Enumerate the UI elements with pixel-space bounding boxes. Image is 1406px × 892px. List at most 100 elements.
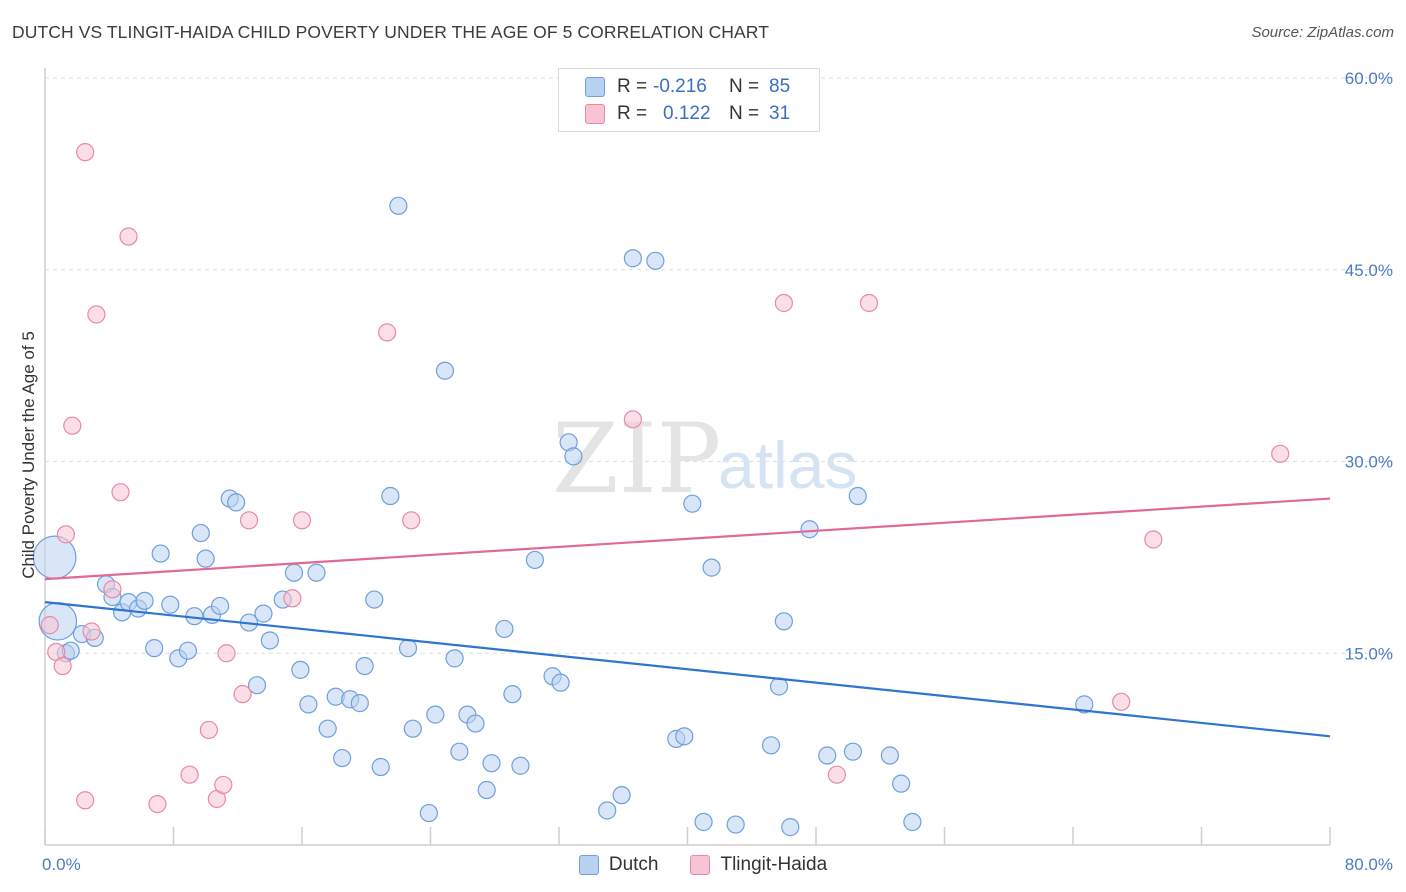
legend-n-value: 31 <box>769 103 791 124</box>
dutch-point <box>683 494 702 513</box>
legend-row-dutch: R = -0.216 N = 85 <box>585 75 790 99</box>
dutch-point <box>365 590 384 609</box>
x-tick-labels: 0.0% 80.0% <box>42 855 1393 874</box>
dutch-point <box>525 550 545 570</box>
y-tick-label: 45.0% <box>1345 261 1393 280</box>
tlingit-point <box>239 511 259 530</box>
tlingit-point <box>119 227 138 246</box>
dutch-point <box>254 604 273 623</box>
tlingit-point <box>87 305 106 324</box>
dutch-point <box>307 563 326 582</box>
tlingit-point <box>56 525 75 544</box>
tlingit-point <box>148 794 167 814</box>
tlingit-point <box>214 775 233 795</box>
dutch-point <box>769 677 789 696</box>
axes <box>44 68 1331 846</box>
tlingit-swatch-icon <box>585 104 605 124</box>
dutch-point <box>880 746 899 765</box>
dutch-point <box>848 486 867 506</box>
dutch-point <box>381 486 400 506</box>
tlingit-point <box>774 293 793 313</box>
dutch-point <box>318 719 337 738</box>
legend-r-value: 0.122 <box>663 103 711 124</box>
dutch-point <box>511 756 530 775</box>
y-tick-label: 30.0% <box>1345 453 1393 472</box>
tlingit-point <box>40 616 59 635</box>
dutch-point <box>818 746 837 765</box>
dutch-point <box>646 251 665 270</box>
tlingit-point <box>82 622 101 641</box>
dutch-point <box>892 774 911 793</box>
dutch-point <box>260 631 279 650</box>
dutch-point <box>623 249 642 268</box>
dutch-swatch-icon <box>585 77 605 97</box>
series-legend: Dutch Tlingit-Haida <box>0 852 1406 878</box>
dutch-point <box>178 641 198 660</box>
dutch-point <box>333 748 352 768</box>
legend-n-value: 85 <box>769 76 791 97</box>
legend-n-label: N = <box>729 76 760 97</box>
dutch-point <box>371 757 390 777</box>
dutch-point <box>191 523 210 543</box>
legend-label-dutch: Dutch <box>608 854 659 875</box>
tlingit-point <box>623 410 642 429</box>
tlingit-point <box>283 589 302 608</box>
y-axis-label: Child Poverty Under the Age of 5 <box>19 331 38 579</box>
tlingit-trend-line <box>44 497 1331 581</box>
source-label: Source: ZipAtlas.com <box>1251 24 1394 41</box>
tlingit-point <box>378 323 397 342</box>
tlingit-point <box>53 656 72 676</box>
dutch-point <box>482 754 501 773</box>
tlingit-point <box>1112 692 1131 711</box>
dutch-point <box>612 786 631 805</box>
legend-n-label: N = <box>729 103 760 124</box>
legend-r-label: R = <box>617 76 648 97</box>
dutch-point <box>196 549 215 568</box>
x-tick-label: 0.0% <box>42 855 81 874</box>
chart-title: DUTCH VS TLINGIT-HAIDA CHILD POVERTY UND… <box>12 22 770 42</box>
dutch-point <box>350 694 369 713</box>
dutch-point <box>495 619 514 639</box>
tlingit-legend-icon <box>690 855 711 875</box>
dutch-legend-icon <box>578 855 599 875</box>
dutch-point <box>426 705 445 724</box>
tlingit-point <box>180 765 199 784</box>
dutch-point <box>145 639 164 658</box>
watermark: ZIP atlas <box>552 403 857 515</box>
dutch-point <box>445 649 464 668</box>
dutch-point <box>403 719 422 738</box>
dutch-point <box>210 596 230 616</box>
dutch-point <box>781 818 800 837</box>
dutch-point <box>761 736 781 755</box>
y-tick-labels: 15.0% 30.0% 45.0% 60.0% <box>1345 69 1393 663</box>
dutch-point <box>389 196 408 215</box>
tlingit-point <box>292 511 312 530</box>
dutch-point <box>299 695 318 714</box>
data-points <box>32 143 1290 837</box>
tlingit-point <box>233 685 252 704</box>
tlingit-point <box>103 580 122 599</box>
tlingit-point <box>1144 530 1163 549</box>
dutch-point <box>551 673 570 692</box>
dutch-point <box>702 558 721 577</box>
tlingit-point <box>402 511 421 530</box>
legend-item-dutch: Dutch <box>578 854 659 876</box>
dutch-point <box>694 812 713 832</box>
dutch-point <box>800 520 819 539</box>
dutch-point <box>843 742 863 761</box>
tlingit-point <box>76 143 95 162</box>
dutch-point <box>284 563 304 582</box>
dutch-point <box>503 685 522 704</box>
dutch-point <box>161 595 180 614</box>
dutch-point <box>1075 695 1094 714</box>
dutch-point <box>598 801 617 820</box>
dutch-point <box>419 803 438 823</box>
dutch-point <box>675 727 694 746</box>
dutch-point <box>466 714 485 733</box>
dutch-point <box>227 493 246 512</box>
tlingit-point <box>199 720 218 740</box>
y-tick-label: 15.0% <box>1345 644 1393 663</box>
tlingit-point <box>827 765 846 784</box>
dutch-point <box>726 815 745 834</box>
